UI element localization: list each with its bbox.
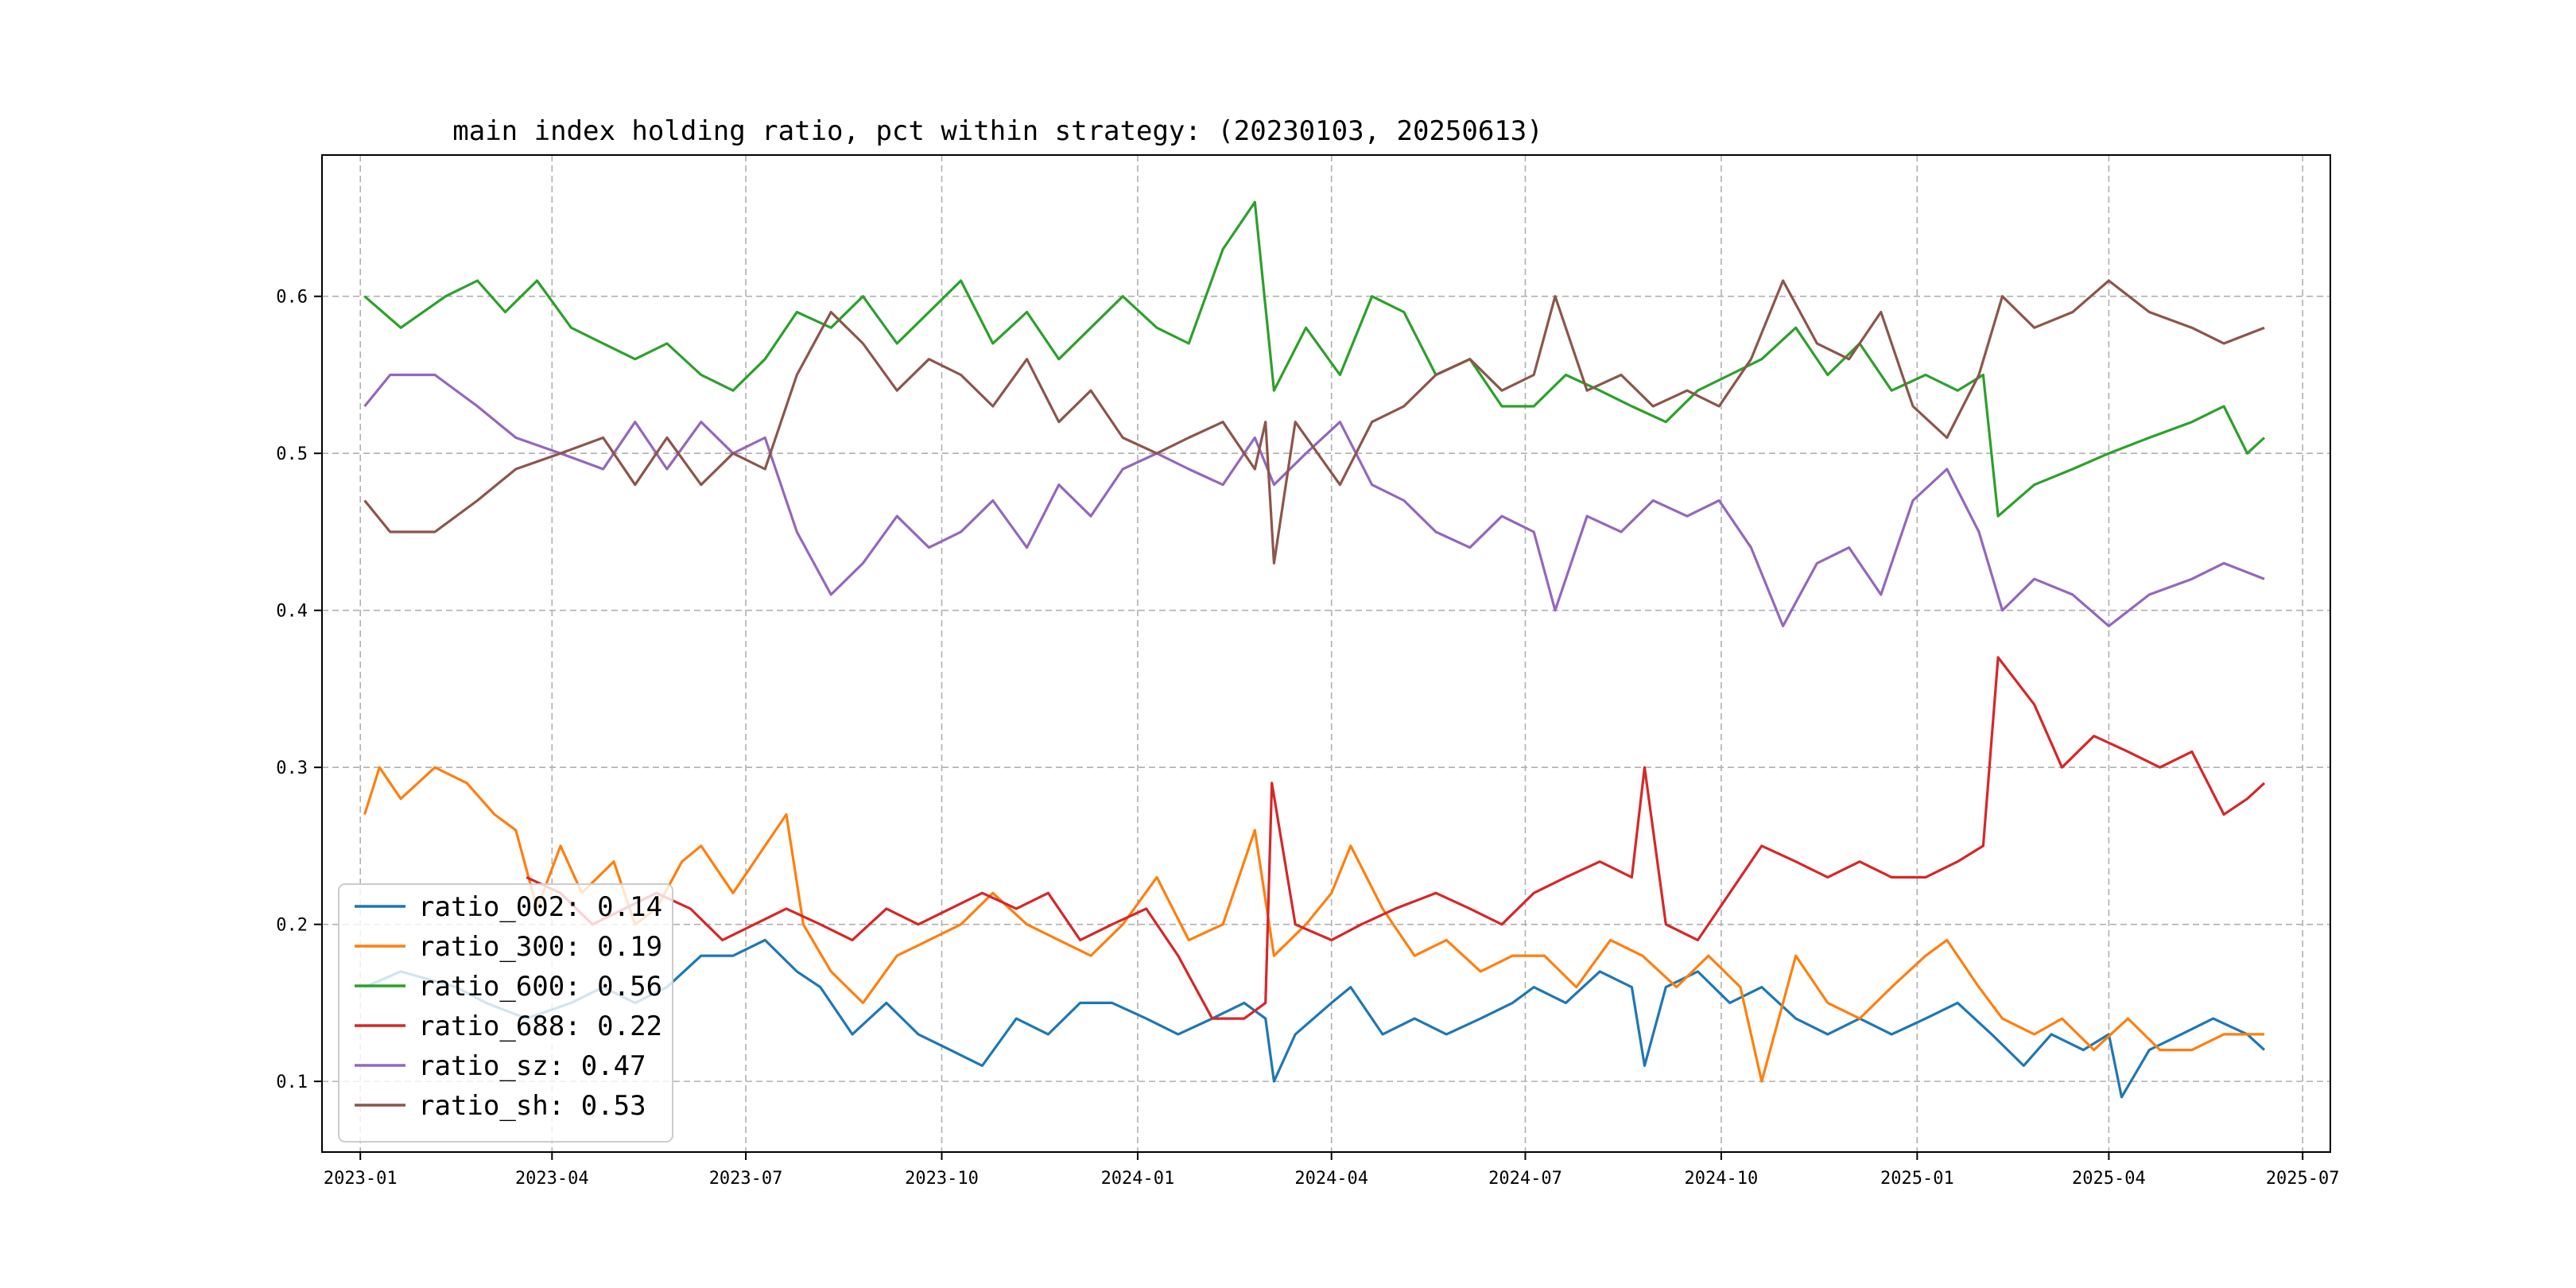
x-tick-label: 2023-07 xyxy=(709,1169,783,1189)
series-layer xyxy=(363,200,2266,1099)
series-line-ratio_600 xyxy=(363,200,2266,518)
x-tick-label: 2023-01 xyxy=(324,1169,398,1189)
y-tick-label: 0.6 xyxy=(276,288,308,308)
x-tick-label: 2024-10 xyxy=(1685,1169,1759,1189)
x-tick-label: 2024-04 xyxy=(1294,1169,1368,1189)
y-axis: 0.1 0.2 0.3 0.4 0.5 0.6 xyxy=(276,288,322,1092)
legend-label-ratio_002: ratio_002: 0.14 xyxy=(418,891,662,923)
legend-label-ratio_300: ratio_300: 0.19 xyxy=(418,931,662,963)
chart-title: main index holding ratio, pct within str… xyxy=(452,115,1542,147)
x-tick-label: 2025-07 xyxy=(2266,1169,2340,1189)
y-tick-label: 0.3 xyxy=(276,758,308,778)
series-line-ratio_688 xyxy=(526,656,2266,1020)
series-line-ratio_002 xyxy=(363,938,2266,1099)
series-line-ratio_sh xyxy=(363,279,2265,564)
legend[interactable]: ratio_002: 0.14 ratio_300: 0.19 ratio_600:… xyxy=(338,883,673,1143)
x-tick-label: 2024-01 xyxy=(1101,1169,1175,1189)
y-tick-label: 0.5 xyxy=(276,444,308,464)
x-axis: 2023-01 2023-04 2023-07 2023-10 2024-01 2024-… xyxy=(324,1152,2340,1189)
y-tick-label: 0.2 xyxy=(276,916,308,936)
legend-label-ratio_688: ratio_688: 0.22 xyxy=(418,1011,662,1042)
plot-frame xyxy=(321,154,2331,1153)
x-tick-label: 2025-01 xyxy=(1880,1169,1954,1189)
y-tick-label: 0.1 xyxy=(276,1073,308,1092)
legend-label-ratio_sh: ratio_sh: 0.53 xyxy=(418,1090,646,1122)
x-tick-label: 2023-04 xyxy=(515,1169,589,1189)
legend-label-ratio_sz: ratio_sz: 0.47 xyxy=(418,1050,646,1082)
legend-label-ratio_600: ratio_600: 0.56 xyxy=(418,971,662,1003)
legend-box xyxy=(338,883,673,1143)
x-tick-label: 2023-10 xyxy=(905,1169,979,1189)
x-tick-label: 2025-04 xyxy=(2072,1169,2146,1189)
y-tick-label: 0.4 xyxy=(276,602,308,622)
series-line-ratio_sz xyxy=(363,373,2265,627)
x-tick-label: 2024-07 xyxy=(1488,1169,1562,1189)
